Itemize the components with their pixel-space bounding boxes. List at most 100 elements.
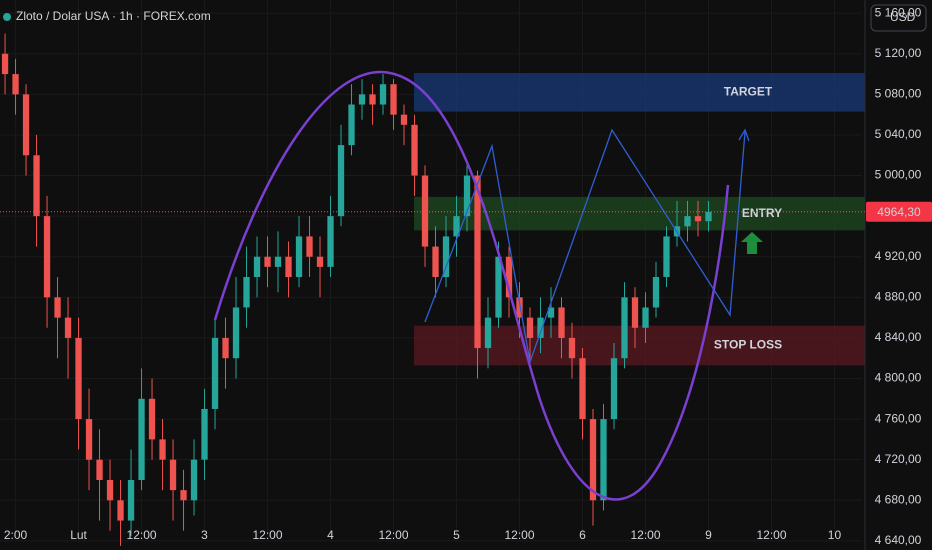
x-tick-label: 12:00 xyxy=(756,528,786,542)
candle-body xyxy=(180,490,187,501)
candle-body xyxy=(705,211,712,222)
candle-body xyxy=(579,358,586,420)
x-tick-label: 10 xyxy=(828,528,842,542)
candle-body xyxy=(274,256,282,267)
candle-body xyxy=(516,297,523,318)
plot xyxy=(0,0,865,546)
y-tick-label: 4 800,00 xyxy=(875,371,922,385)
candle-body xyxy=(348,104,355,146)
candle-body xyxy=(264,256,271,267)
y-tick-label: 4 840,00 xyxy=(875,330,922,344)
candle-body xyxy=(232,307,240,359)
candle-body xyxy=(201,408,208,460)
candle-body xyxy=(148,398,156,440)
candle-body xyxy=(190,459,198,501)
candle-body xyxy=(159,439,166,460)
candle-body xyxy=(558,307,565,338)
candle-body xyxy=(369,94,376,105)
y-tick-label: 5 040,00 xyxy=(875,127,922,141)
x-tick-label: Lut xyxy=(70,528,87,542)
candle-body xyxy=(222,337,229,359)
x-tick-label: 4 xyxy=(327,528,334,542)
x-tick-label: 3 xyxy=(201,528,208,542)
last-price-label: 4964,30 xyxy=(877,205,921,219)
candle-body xyxy=(442,236,450,278)
candle-body xyxy=(127,479,135,521)
zone-label: ENTRY xyxy=(742,206,782,220)
candle-body xyxy=(117,500,124,521)
candle-body xyxy=(411,124,418,176)
zone xyxy=(414,325,865,366)
candle-body xyxy=(421,175,429,247)
candle-body xyxy=(684,216,691,227)
candle-body xyxy=(337,145,345,217)
candle-body xyxy=(306,236,313,257)
candle-body xyxy=(390,84,397,115)
candle-body xyxy=(358,94,366,105)
candle-body xyxy=(316,256,324,267)
last-price-tag xyxy=(866,201,932,222)
candle-body xyxy=(547,307,555,318)
candle-body xyxy=(400,114,408,125)
candle-body xyxy=(663,236,670,278)
y-tick-label: 4 880,00 xyxy=(875,289,922,303)
candle-body xyxy=(106,479,114,501)
candle-body xyxy=(694,216,702,222)
candle-body xyxy=(33,155,40,217)
candle-body xyxy=(589,419,597,501)
y-tick-label: 4 680,00 xyxy=(875,492,922,506)
y-tick-label: 4 920,00 xyxy=(875,249,922,263)
y-tick-label: 5 080,00 xyxy=(875,87,922,101)
candle-body xyxy=(568,337,576,359)
candle-body xyxy=(85,419,93,460)
candle-body xyxy=(600,419,607,501)
y-tick-label: 5 160,00 xyxy=(875,5,922,19)
y-tick-label: 4 760,00 xyxy=(875,411,922,425)
candle-body xyxy=(285,256,292,278)
candle-body xyxy=(495,256,502,318)
chart-title: Zloto / Dolar USA · 1h · FOREX.com xyxy=(16,9,211,23)
candle-body xyxy=(75,337,82,420)
candle-body xyxy=(138,398,145,480)
x-tick-label: 9 xyxy=(705,528,712,542)
status-dot xyxy=(3,13,11,21)
y-tick-label: 4 720,00 xyxy=(875,452,922,466)
candle-body xyxy=(54,297,61,318)
candle-body xyxy=(253,256,261,278)
x-tick-label: 2:00 xyxy=(4,528,28,542)
arc-pattern xyxy=(213,70,730,501)
candle-body xyxy=(652,277,660,308)
candle-body xyxy=(211,337,219,409)
candle-body xyxy=(96,459,103,480)
candle-body xyxy=(22,94,30,156)
candle-body xyxy=(295,236,303,278)
candle-body xyxy=(64,317,72,338)
candle-body xyxy=(610,358,618,420)
zone xyxy=(414,73,865,112)
candle-body xyxy=(379,84,387,105)
candle-body xyxy=(484,317,492,349)
x-tick-label: 12:00 xyxy=(127,528,157,542)
currency-button[interactable] xyxy=(870,4,927,32)
candle-body xyxy=(327,216,334,267)
zone-label: TARGET xyxy=(724,85,773,99)
candle-body xyxy=(474,175,481,349)
candle-body xyxy=(642,307,649,328)
arrow-head xyxy=(738,128,750,142)
x-tick-label: 12:00 xyxy=(630,528,660,542)
entry-arrow xyxy=(741,232,763,254)
x-tick-label: 6 xyxy=(579,528,586,542)
currency-label: USD xyxy=(890,10,916,24)
candle-body xyxy=(432,246,439,278)
zigzag-projection xyxy=(424,128,746,365)
y-tick-label: 5 120,00 xyxy=(875,46,922,60)
candle-body xyxy=(526,317,534,338)
candle-body xyxy=(621,297,628,359)
y-tick-label: 4 640,00 xyxy=(875,533,922,547)
candle-body xyxy=(453,216,460,237)
candle-body xyxy=(169,459,177,491)
candle-body xyxy=(1,53,9,75)
zone-label: STOP LOSS xyxy=(714,338,782,352)
candle-body xyxy=(537,317,544,338)
